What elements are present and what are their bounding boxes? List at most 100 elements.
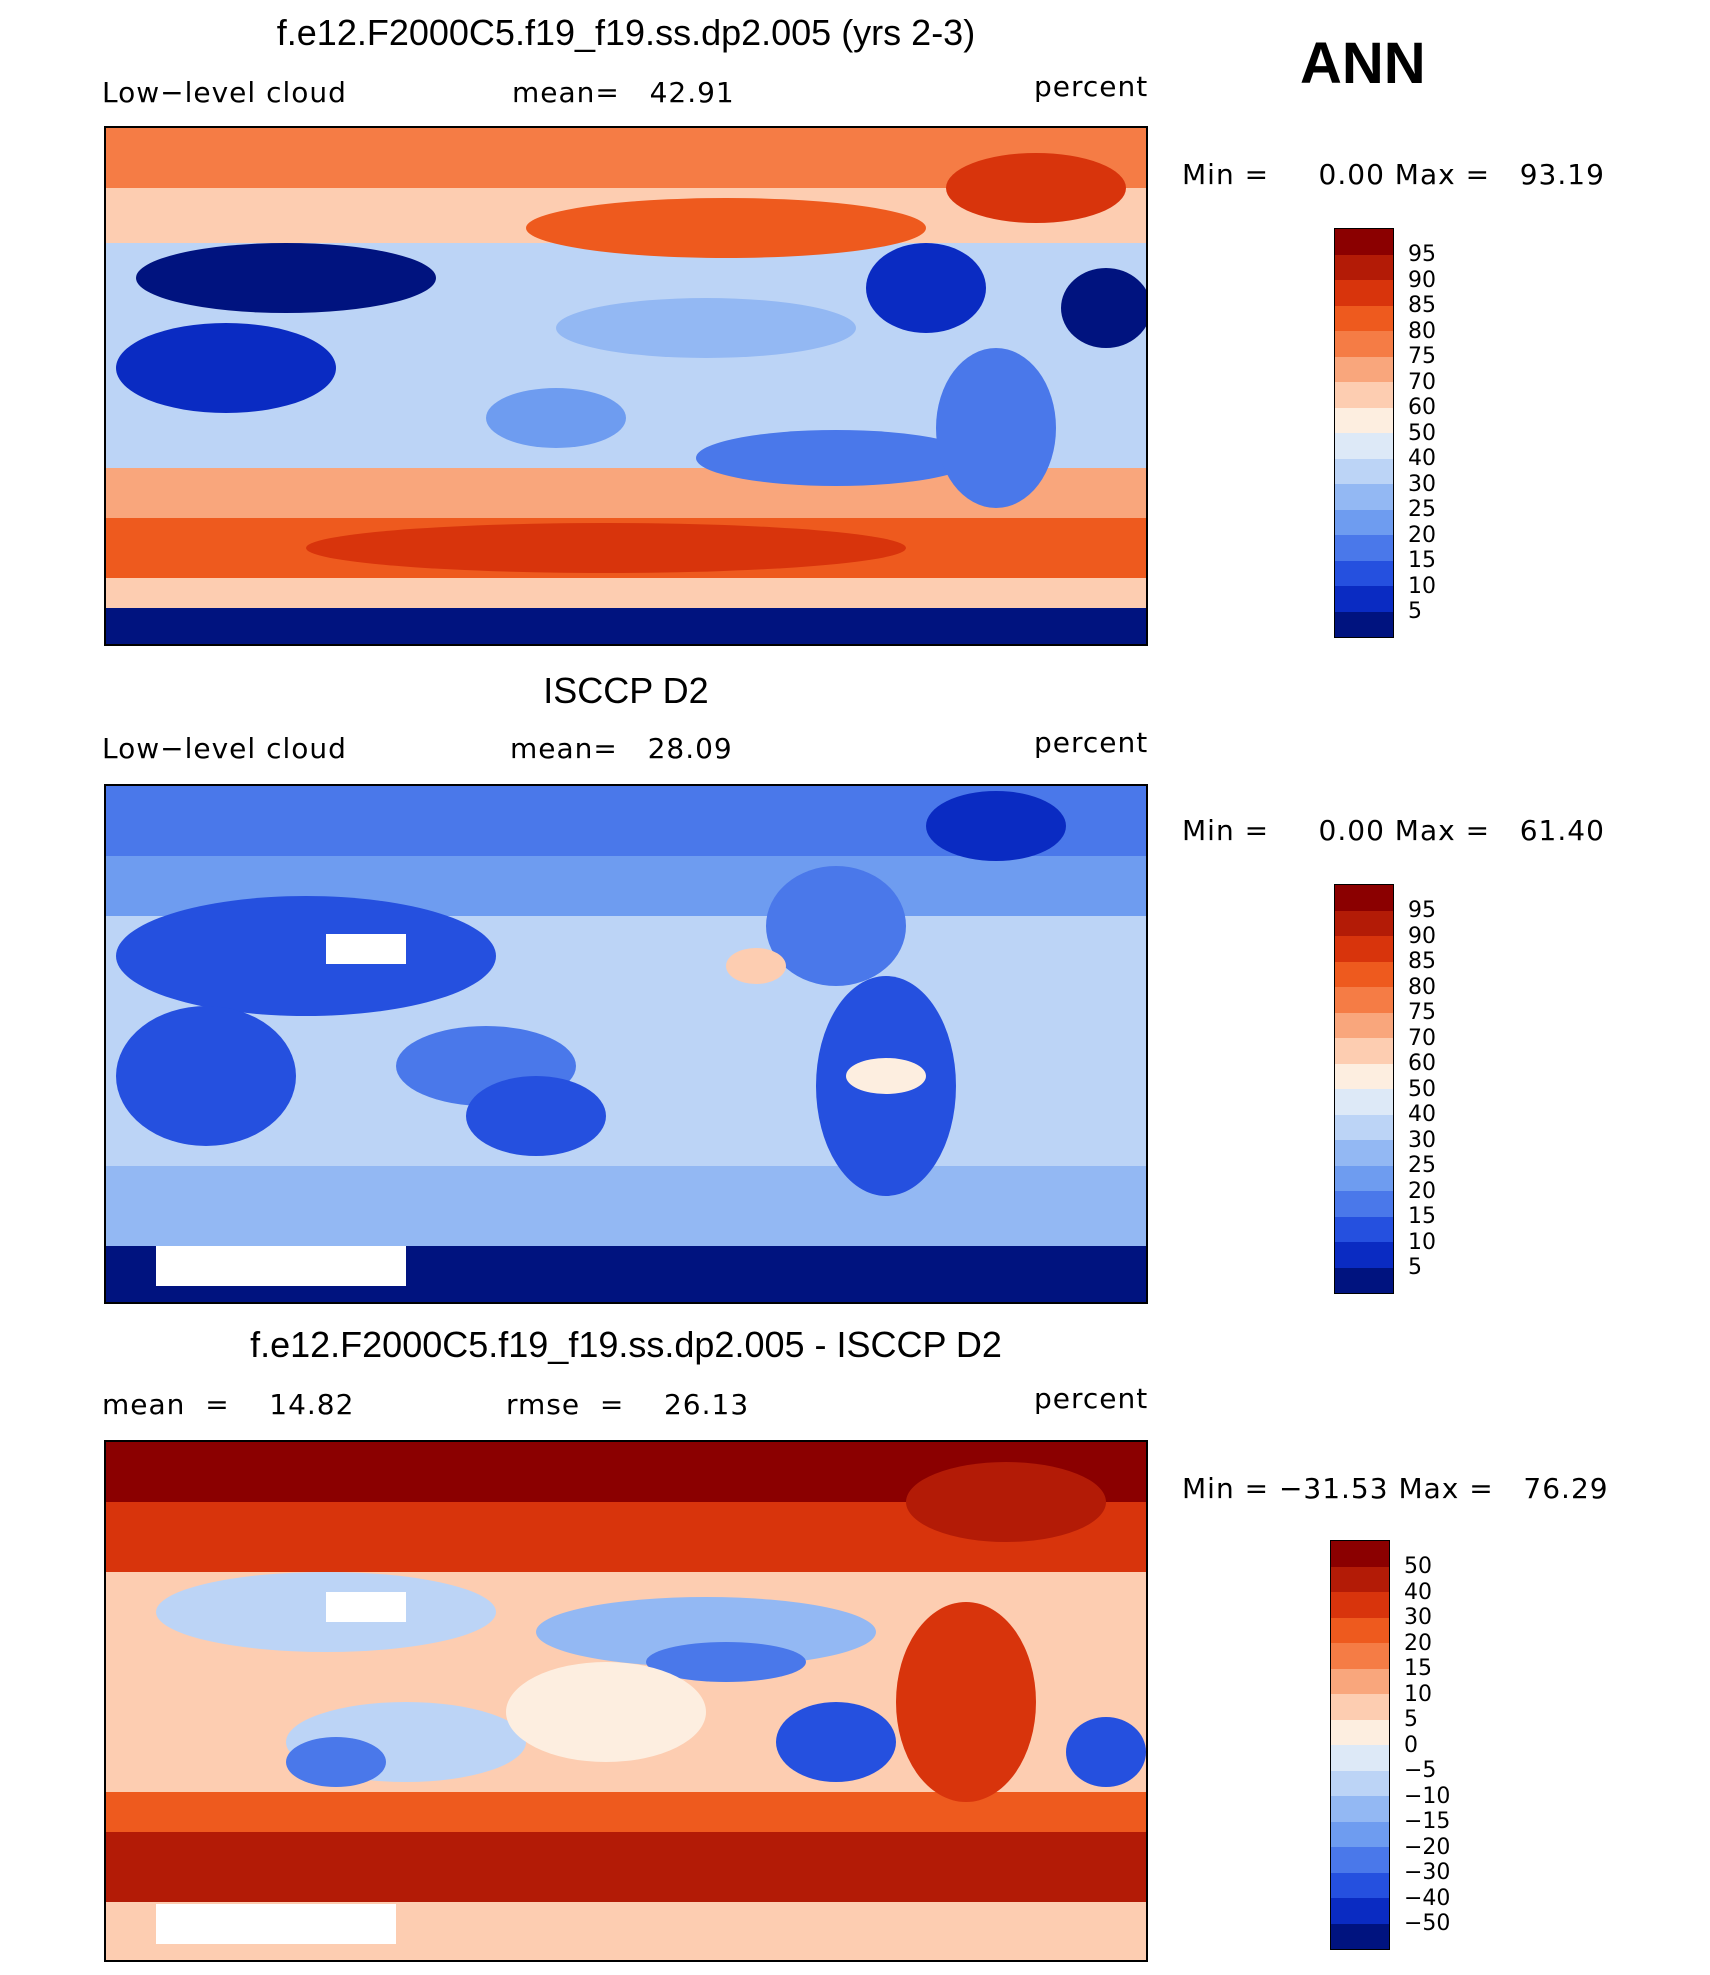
- colorbar-tick-label: 50: [1408, 420, 1436, 446]
- panel3-rmse-label: rmse = 26.13: [506, 1388, 750, 1421]
- colorbar-swatch: [1331, 1541, 1389, 1567]
- colorbar-tick-label: 40: [1408, 1102, 1436, 1127]
- colorbar-swatch: [1335, 936, 1393, 962]
- colorbar-tick-label: 0: [1404, 1732, 1418, 1758]
- colorbar-tick-label: 70: [1408, 1025, 1436, 1051]
- panel2-variable-label: Low−level cloud: [102, 732, 347, 765]
- colorbar-swatch: [1331, 1898, 1389, 1924]
- panel3-units-label: percent: [1034, 1382, 1149, 1415]
- colorbar-swatch: [1335, 1216, 1393, 1242]
- colorbar-swatch: [1335, 382, 1393, 408]
- colorbar-tick-label: 25: [1408, 497, 1436, 522]
- colorbar-swatch: [1335, 254, 1393, 280]
- panel2-units-label: percent: [1034, 726, 1149, 759]
- colorbar-swatch: [1331, 1617, 1389, 1643]
- colorbar-swatch: [1335, 458, 1393, 484]
- colorbar-tick-label: −15: [1404, 1809, 1451, 1834]
- colorbar-swatch: [1331, 1821, 1389, 1847]
- colorbar-tick-label: 10: [1408, 1229, 1436, 1255]
- colorbar-swatch: [1335, 586, 1393, 612]
- colorbar-tick-label: −30: [1404, 1860, 1451, 1885]
- panel1-colorbar-ticks: 95 90 85 80 75 70 60 50 40 30 25 20 15 10 5: [1408, 242, 1436, 625]
- colorbar-swatch: [1331, 1745, 1389, 1771]
- colorbar-swatch: [1335, 961, 1393, 987]
- colorbar-swatch: [1335, 433, 1393, 459]
- colorbar-tick-label: −5: [1404, 1758, 1437, 1783]
- colorbar-tick-label: 85: [1408, 949, 1436, 974]
- colorbar-swatch: [1331, 1694, 1389, 1720]
- panel2-mean-label: mean= 28.09: [510, 732, 733, 765]
- colorbar-swatch: [1335, 535, 1393, 561]
- colorbar-swatch: [1335, 229, 1393, 255]
- colorbar-swatch: [1335, 356, 1393, 382]
- colorbar-tick-label: 15: [1408, 1204, 1436, 1229]
- season-label: ANN: [1300, 31, 1426, 96]
- panel3-title: f.e12.F2000C5.f19_f19.ss.dp2.005 - ISCCP…: [250, 1324, 1002, 1365]
- colorbar-swatch: [1335, 1012, 1393, 1038]
- colorbar-tick-label: 20: [1404, 1630, 1432, 1656]
- colorbar-tick-label: 5: [1408, 599, 1422, 624]
- colorbar-tick-label: 95: [1408, 898, 1436, 923]
- colorbar-swatch: [1335, 484, 1393, 510]
- colorbar-swatch: [1331, 1770, 1389, 1796]
- colorbar-tick-label: 30: [1408, 1127, 1436, 1153]
- colorbar-tick-label: 20: [1408, 1178, 1436, 1204]
- panel2-title: ISCCP D2: [543, 670, 709, 711]
- colorbar-tick-label: 75: [1408, 344, 1436, 369]
- panel3-mean-label: mean = 14.82: [102, 1388, 355, 1421]
- colorbar-swatch: [1335, 1089, 1393, 1115]
- colorbar-tick-label: −10: [1404, 1783, 1451, 1809]
- colorbar-swatch: [1335, 407, 1393, 433]
- colorbar-tick-label: 30: [1408, 471, 1436, 497]
- colorbar-swatch: [1331, 1923, 1389, 1949]
- colorbar-tick-label: 5: [1408, 1255, 1422, 1280]
- colorbar-swatch: [1335, 987, 1393, 1013]
- colorbar-swatch: [1331, 1668, 1389, 1694]
- colorbar-swatch: [1335, 611, 1393, 637]
- colorbar-swatch: [1331, 1566, 1389, 1592]
- colorbar-swatch: [1335, 1114, 1393, 1140]
- colorbar-tick-label: 90: [1408, 267, 1436, 293]
- panel2-map: [104, 784, 1148, 1304]
- colorbar-swatch: [1331, 1796, 1389, 1822]
- panel1-colorbar: [1334, 228, 1394, 638]
- colorbar-tick-label: −20: [1404, 1834, 1451, 1860]
- colorbar-tick-label: 30: [1404, 1605, 1432, 1630]
- colorbar-tick-label: −50: [1404, 1911, 1451, 1936]
- colorbar-tick-label: 10: [1408, 573, 1436, 599]
- panel1-mean-label: mean= 42.91: [512, 76, 735, 109]
- panel2-colorbar: [1334, 884, 1394, 1294]
- panel1-units-label: percent: [1034, 70, 1149, 103]
- panel3-colorbar-ticks: 50 40 30 20 15 10 5 0 −5 −10 −15 −20 −30 −40 −50: [1404, 1554, 1450, 1937]
- panel2-minmax: Min = 0.00 Max = 61.40: [1182, 814, 1605, 847]
- colorbar-tick-label: 25: [1408, 1153, 1436, 1178]
- colorbar-tick-label: 15: [1404, 1656, 1432, 1681]
- colorbar-swatch: [1335, 280, 1393, 306]
- colorbar-tick-label: 5: [1404, 1707, 1418, 1732]
- colorbar-tick-label: 75: [1408, 1000, 1436, 1025]
- colorbar-tick-label: 90: [1408, 923, 1436, 949]
- colorbar-tick-label: 85: [1408, 293, 1436, 318]
- panel3-minmax: Min = −31.53 Max = 76.29: [1182, 1472, 1609, 1505]
- colorbar-tick-label: 10: [1404, 1681, 1432, 1707]
- colorbar-tick-label: 15: [1408, 548, 1436, 573]
- colorbar-tick-label: 50: [1404, 1554, 1432, 1579]
- colorbar-swatch: [1331, 1847, 1389, 1873]
- colorbar-swatch: [1335, 910, 1393, 936]
- panel3-map: [104, 1440, 1148, 1962]
- colorbar-swatch: [1331, 1592, 1389, 1618]
- colorbar-tick-label: 40: [1408, 446, 1436, 471]
- colorbar-swatch: [1335, 1165, 1393, 1191]
- panel1-title: f.e12.F2000C5.f19_f19.ss.dp2.005 (yrs 2-…: [276, 12, 976, 53]
- colorbar-tick-label: −40: [1404, 1885, 1451, 1911]
- colorbar-swatch: [1335, 1140, 1393, 1166]
- colorbar-swatch: [1335, 1242, 1393, 1268]
- colorbar-tick-label: 50: [1408, 1076, 1436, 1102]
- colorbar-tick-label: 60: [1408, 395, 1436, 420]
- colorbar-swatch: [1335, 1038, 1393, 1064]
- colorbar-tick-label: 95: [1408, 242, 1436, 267]
- colorbar-swatch: [1331, 1719, 1389, 1745]
- colorbar-swatch: [1335, 1191, 1393, 1217]
- colorbar-tick-label: 80: [1408, 974, 1436, 1000]
- panel2-colorbar-ticks: 95 90 85 80 75 70 60 50 40 30 25 20 15 10 5: [1408, 898, 1436, 1281]
